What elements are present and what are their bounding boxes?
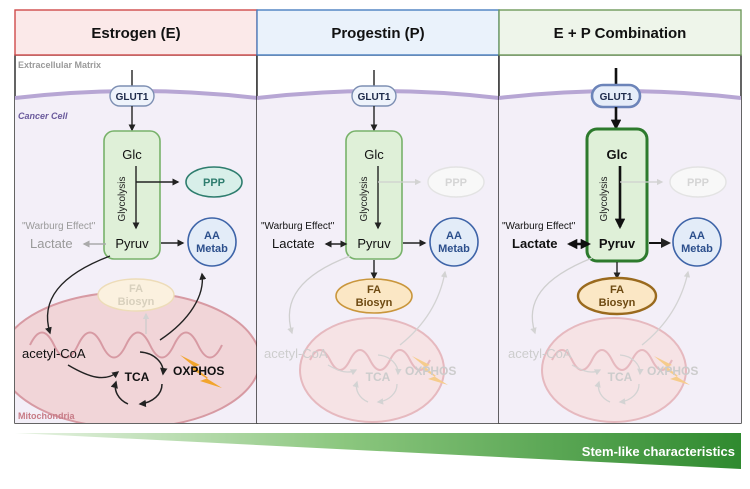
stem-like-label: Stem-like characteristics [582, 444, 735, 459]
cancer-cell-label: Cancer Cell [18, 111, 68, 121]
arrow-pyruv-to-acetyl-coa [45, 255, 111, 335]
tca-label: TCA [608, 370, 633, 384]
ppp-label: PPP [687, 177, 709, 189]
glc-label: Glc [122, 147, 142, 162]
mitochondrion-cristae [309, 349, 431, 371]
tca-cycle-arc-2 [618, 383, 640, 405]
tca-cycle-arc-3 [352, 380, 369, 403]
glycolysis-label: Glycolysis [359, 176, 370, 221]
stem-like-gradient-bar: Stem-like characteristics [15, 433, 741, 469]
glycolysis-box [585, 127, 649, 263]
biosyn-label: Biosyn [599, 297, 636, 309]
acetyl-coa-label: acetyl-CoA [508, 346, 572, 361]
tca-cycle-arc-2 [138, 383, 163, 408]
tca-cycle-arc-2 [376, 383, 398, 405]
arrow-acetyl-coa-to-tca [67, 364, 120, 379]
aa-metab-node [429, 217, 479, 267]
oxphos-label: OXPHOS [173, 364, 224, 378]
aa-label: AA [446, 230, 462, 242]
arrow-pyruv-to-acetyl-coa [287, 255, 351, 335]
tca-cycle-arc-1 [377, 354, 402, 376]
ppp-node [669, 166, 727, 198]
gradient-wedge [15, 433, 741, 469]
oxphos-label: OXPHOS [405, 364, 456, 378]
arrow-acetyl-coa-to-tca [571, 364, 602, 376]
tca-cycle-arc-1 [619, 354, 644, 376]
glut1-label: GLUT1 [116, 92, 149, 103]
ppp-label: PPP [445, 177, 467, 189]
tca-cycle-arc-3 [110, 380, 129, 405]
warburg-effect-label: "Warburg Effect" [502, 221, 576, 232]
panel-header [498, 9, 742, 56]
lactate-label: Lactate [512, 236, 558, 251]
warburg-effect-label: "Warburg Effect" [261, 221, 335, 232]
pyruv-label: Pyruv [357, 236, 391, 251]
panel-title: Progestin (P) [331, 25, 424, 42]
aa-label: AA [204, 230, 220, 242]
glycolysis-label: Glycolysis [117, 176, 128, 221]
biosyn-label: Biosyn [118, 296, 155, 308]
ppp-label: PPP [203, 177, 225, 189]
panel-header [256, 9, 500, 56]
mitochondria-label: Mitochondria [18, 411, 75, 421]
mitochondrion-cristae [551, 349, 673, 371]
aa-metab-node [672, 217, 722, 267]
tca-cycle-arc-3 [594, 380, 611, 403]
arrow-pyruv-to-acetyl-coa [530, 257, 593, 335]
fa-label: FA [610, 284, 624, 296]
warburg-effect-label: "Warburg Effect" [22, 221, 96, 232]
aa-label: AA [689, 230, 705, 242]
acetyl-coa-label: acetyl-CoA [22, 346, 86, 361]
arrow-tca-to-aa-metab [399, 270, 448, 346]
arrow-acetyl-coa-to-tca [327, 364, 358, 376]
fa-label: FA [367, 284, 381, 296]
arrow-tca-to-aa-metab [159, 272, 207, 341]
lactate-label: Lactate [30, 236, 73, 251]
fa-biosyn-node [97, 278, 175, 312]
oxphos-lightning-icon [180, 355, 222, 388]
extracellular-matrix-label: Extracellular Matrix [18, 60, 101, 70]
fa-label: FA [129, 283, 143, 295]
glut1-label: GLUT1 [358, 92, 391, 103]
oxphos-label: OXPHOS [647, 364, 698, 378]
arrow-tca-to-aa-metab [641, 270, 691, 346]
metab-label: Metab [196, 243, 228, 255]
metab-label: Metab [438, 243, 470, 255]
glc-label: Glc [364, 147, 384, 162]
glycolysis-box [103, 130, 161, 260]
panel-title: Estrogen (E) [91, 25, 180, 42]
tca-label: TCA [366, 370, 391, 384]
pyruv-label: Pyruv [599, 236, 636, 251]
tca-cycle-arc-1 [139, 351, 168, 376]
lactate-label: Lactate [272, 236, 315, 251]
ppp-node [185, 166, 243, 198]
panel-progestin: Progestin (P) GLUT1 Glc Glycolysis Pyruv… [256, 9, 500, 424]
glut1-label: GLUT1 [600, 92, 633, 103]
glycolysis-label: Glycolysis [599, 176, 610, 221]
oxphos-lightning-icon [654, 356, 690, 385]
metab-label: Metab [681, 243, 713, 255]
oxphos-lightning-icon [412, 356, 448, 385]
mitochondrion-cristae [29, 331, 223, 359]
panel-estrogen: Estrogen (E) Extracellular Matrix Cancer… [14, 9, 258, 424]
fa-biosyn-node [576, 276, 658, 316]
mitochondrion [299, 317, 445, 423]
panel-combination: E + P Combination GLUT1 Glc Glycolysis P… [498, 9, 742, 424]
glc-label: Glc [607, 147, 628, 162]
aa-metab-node [187, 217, 237, 267]
mitochondrion [541, 317, 687, 423]
fa-biosyn-node [335, 278, 413, 314]
glycolysis-box [345, 130, 403, 260]
pyruv-label: Pyruv [115, 236, 149, 251]
acetyl-coa-label: acetyl-CoA [264, 346, 328, 361]
tca-label: TCA [125, 370, 150, 384]
biosyn-label: Biosyn [356, 297, 393, 309]
ppp-node [427, 166, 485, 198]
panel-title: E + P Combination [554, 25, 687, 42]
